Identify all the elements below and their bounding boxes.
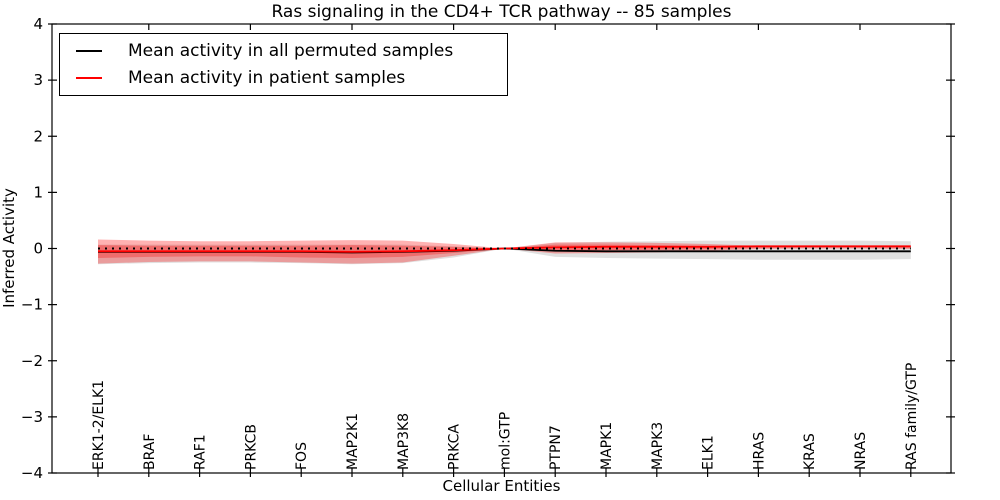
x-tick-label: MAP2K1 <box>345 413 361 470</box>
y-tick-label: 4 <box>33 15 43 33</box>
legend: Mean activity in all permuted samples Me… <box>59 33 508 96</box>
x-tick-label: HRAS <box>751 432 767 470</box>
y-tick-label: 3 <box>33 71 43 89</box>
y-tick-label: −2 <box>21 352 43 370</box>
x-tick-label: ELK1 <box>701 435 717 470</box>
y-tick-label: 1 <box>33 183 43 201</box>
x-tick-label: MAP3K8 <box>396 413 412 470</box>
permuted-line-swatch-icon <box>76 50 102 52</box>
x-tick-label: PRKCB <box>243 424 259 470</box>
x-tick-label: ERK1-2/ELK1 <box>91 380 107 470</box>
patient-line-swatch-icon <box>76 77 102 79</box>
x-tick-label: PRKCA <box>447 424 463 470</box>
y-tick-label: 2 <box>33 127 43 145</box>
x-tick-label: RAS family/GTP <box>904 363 920 470</box>
y-tick-label: 0 <box>33 240 43 258</box>
x-tick-label: FOS <box>294 442 310 470</box>
x-tick-label: BRAF <box>142 434 158 470</box>
band-patient-sample-range-outer <box>98 239 911 264</box>
y-axis-label: Inferred Activity <box>0 188 18 308</box>
x-tick-label: NRAS <box>853 432 869 470</box>
x-axis-label: Cellular Entities <box>442 477 561 495</box>
x-tick-label: KRAS <box>802 433 818 470</box>
y-tick-label: −4 <box>21 464 43 482</box>
x-tick-label: MAPK1 <box>599 422 615 470</box>
legend-item-patient: Mean activity in patient samples <box>76 68 507 88</box>
y-tick-label: −3 <box>21 408 43 426</box>
x-tick-label: PTPN7 <box>548 425 564 470</box>
legend-label: Mean activity in patient samples <box>128 68 406 88</box>
x-tick-label: RAF1 <box>193 434 209 470</box>
legend-label: Mean activity in all permuted samples <box>128 41 454 61</box>
x-tick-label: mol:GTP <box>497 412 513 470</box>
chart-title: Ras signaling in the CD4+ TCR pathway --… <box>271 2 732 22</box>
legend-item-permuted: Mean activity in all permuted samples <box>76 41 507 61</box>
x-tick-label: MAPK3 <box>650 422 666 470</box>
y-tick-label: −1 <box>21 296 43 314</box>
